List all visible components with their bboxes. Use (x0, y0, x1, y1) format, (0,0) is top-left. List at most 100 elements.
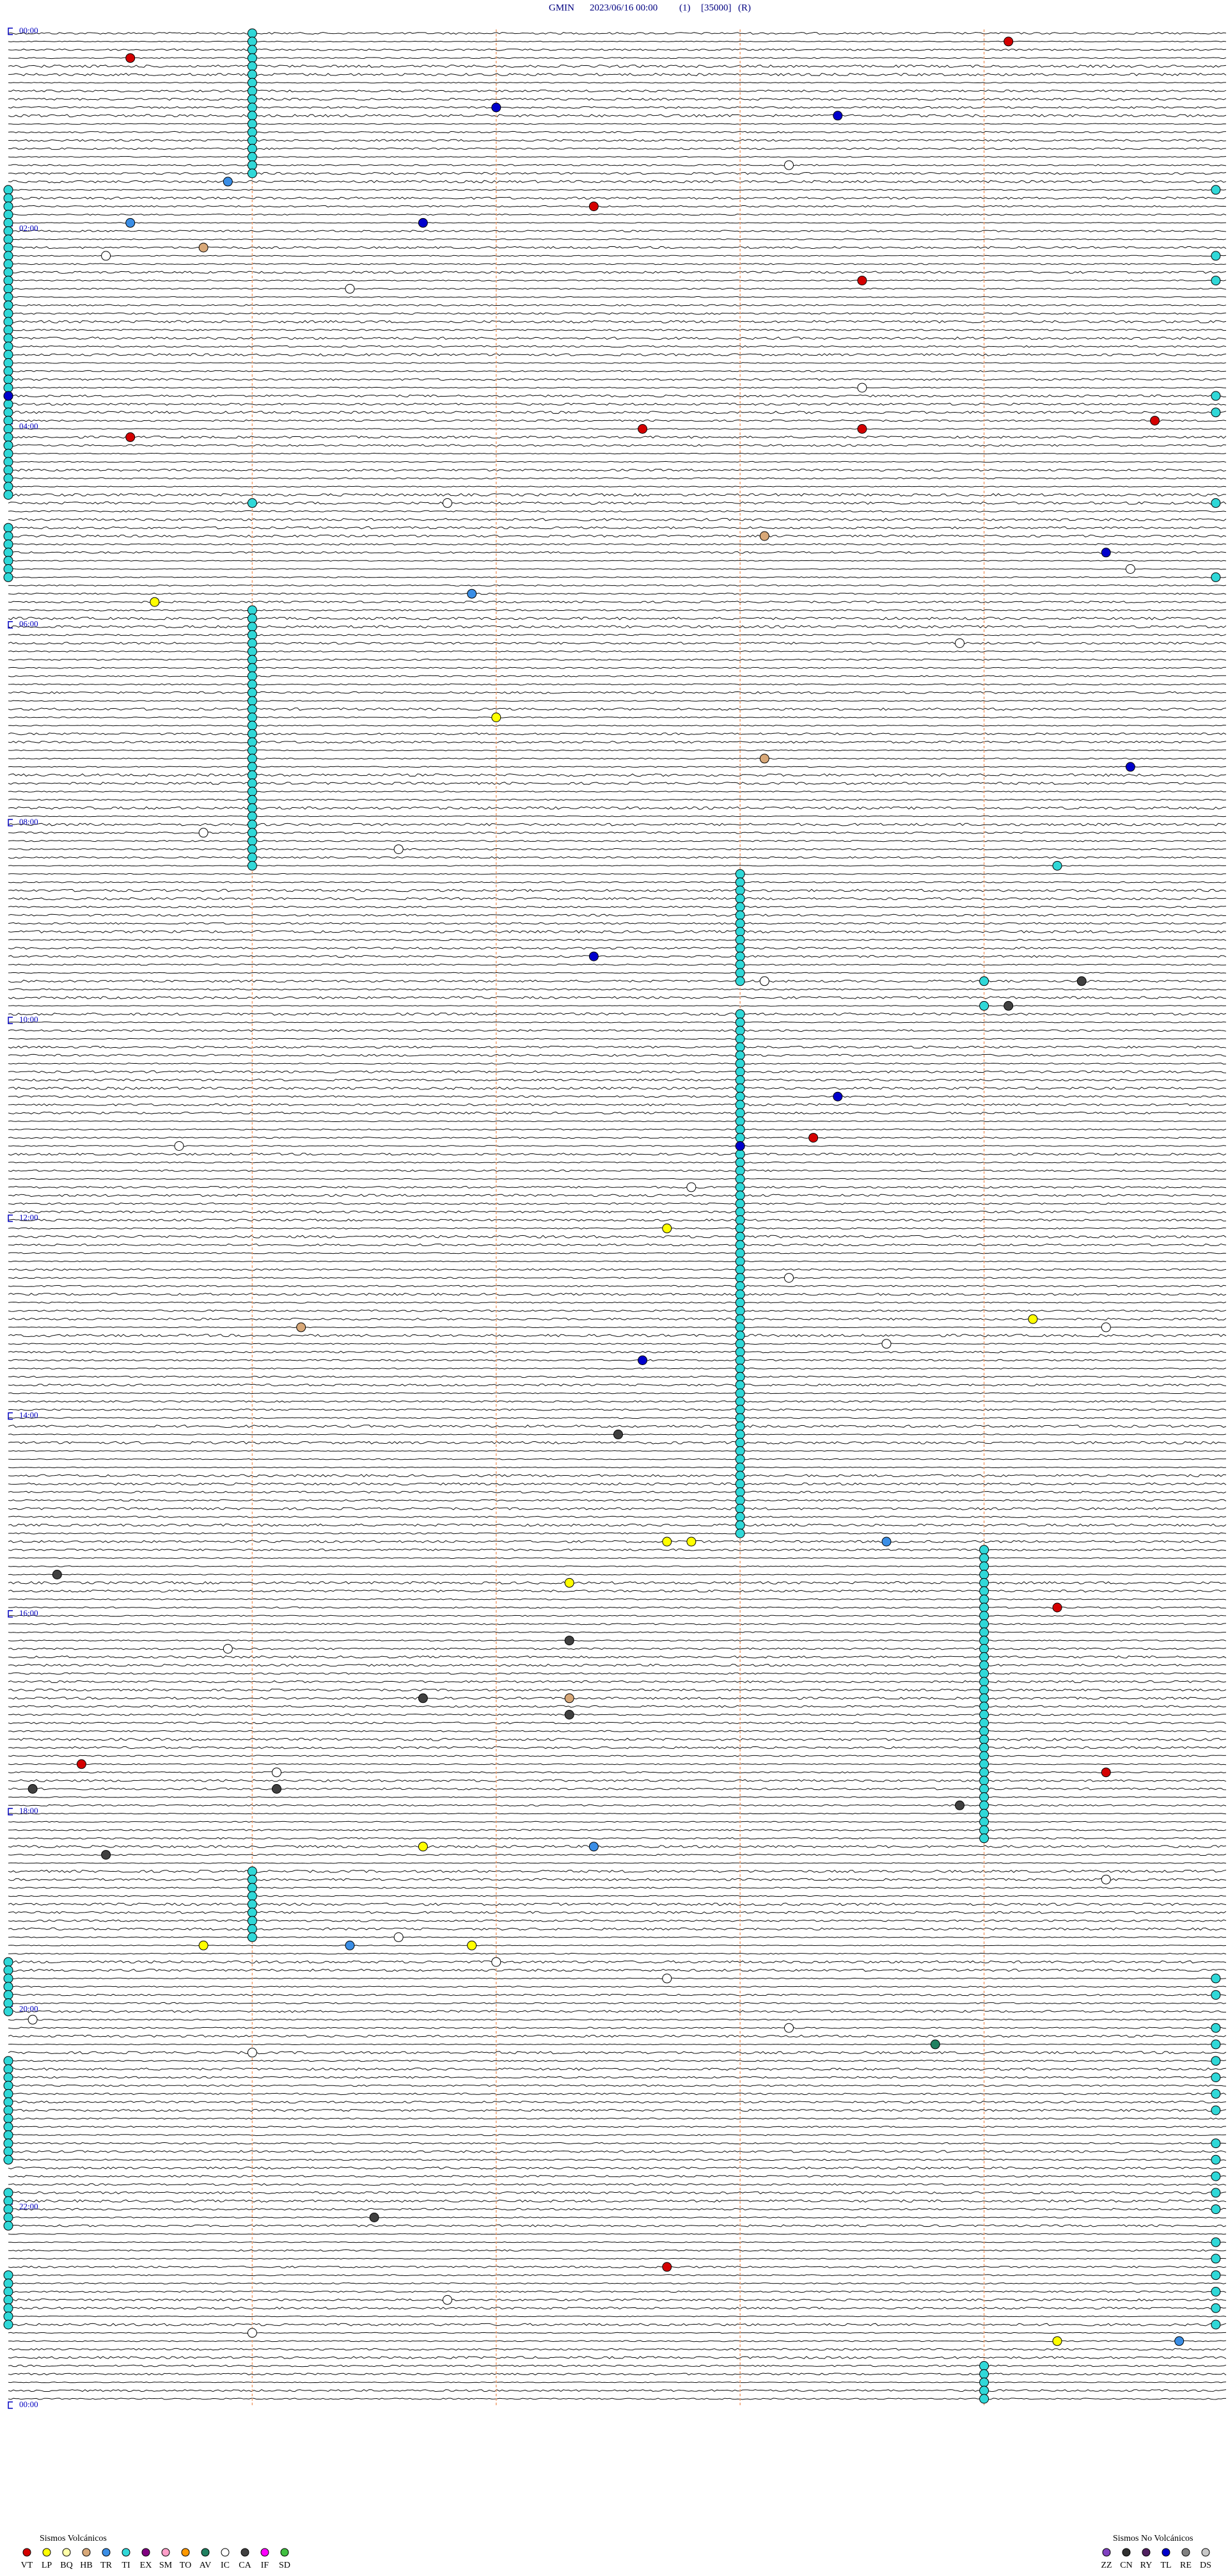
event-marker (247, 102, 257, 113)
event-marker (1211, 2138, 1221, 2149)
event-marker (979, 1677, 989, 1687)
event-marker (979, 1800, 989, 1810)
event-marker (3, 2080, 13, 2090)
event-marker (735, 1256, 745, 1267)
trace (8, 2348, 1227, 2351)
trace (8, 1161, 1227, 1164)
trace (8, 2126, 1226, 2128)
event-marker (979, 1833, 989, 1844)
trace (8, 1400, 1227, 1403)
trace (8, 436, 1227, 439)
trace (8, 2389, 1227, 2392)
trace (8, 2224, 1227, 2227)
trace (8, 856, 1227, 859)
trace (8, 171, 1227, 175)
event-marker (3, 242, 13, 253)
event-marker (1211, 2056, 1221, 2066)
event-marker (3, 342, 13, 352)
event-marker (223, 1644, 233, 1654)
trace (8, 486, 1227, 487)
event-marker (3, 308, 13, 319)
event-marker (735, 1042, 745, 1052)
event-marker (735, 894, 745, 904)
event-marker (1150, 416, 1160, 426)
event-marker (759, 754, 769, 764)
event-marker (3, 1965, 13, 1975)
event-marker (247, 828, 257, 838)
event-marker (247, 737, 257, 747)
legend-code: TR (100, 2561, 113, 2570)
event-marker (735, 1190, 745, 1201)
event-marker (272, 1784, 281, 1794)
trace (8, 1417, 1226, 1419)
trace (8, 1721, 1227, 1725)
event-marker (735, 1314, 745, 1324)
legend-marker (122, 2548, 130, 2557)
trace (8, 1392, 1227, 1395)
event-marker (735, 1133, 745, 1143)
event-marker (979, 1619, 989, 1629)
event-marker (613, 1429, 623, 1439)
time-bracket (8, 2401, 13, 2409)
trace (8, 2150, 1227, 2153)
trace (8, 1153, 1227, 1156)
event-marker (125, 53, 136, 63)
event-marker (247, 2048, 257, 2058)
event-marker (1076, 976, 1087, 986)
trace (8, 1425, 1227, 1428)
event-marker (3, 556, 13, 566)
trace (8, 691, 1227, 694)
event-marker (1211, 2270, 1221, 2280)
event-marker (3, 210, 13, 219)
event-marker (296, 1322, 306, 1332)
event-marker (979, 1594, 989, 1604)
event-marker (247, 127, 257, 138)
event-marker (3, 399, 13, 409)
trace (8, 1482, 1227, 1486)
event-marker (1211, 391, 1221, 401)
event-marker (1211, 572, 1221, 582)
event-marker (735, 1289, 745, 1299)
trace (8, 1548, 1227, 1551)
event-marker (3, 2006, 13, 2016)
event-marker (759, 531, 769, 541)
event-marker (467, 589, 477, 599)
trace (8, 1458, 1227, 1460)
trace (8, 2191, 1227, 2195)
trace (8, 1219, 1227, 1222)
event-marker (247, 720, 257, 731)
trace (8, 114, 1227, 118)
event-marker (735, 1182, 745, 1192)
event-marker (735, 1265, 745, 1275)
legend-code: ZZ (1101, 2561, 1112, 2570)
event-marker (1211, 1990, 1221, 2000)
event-marker (247, 94, 257, 104)
event-marker (1125, 564, 1135, 574)
trace (8, 1515, 1227, 1519)
event-marker (735, 1108, 745, 1118)
event-marker (857, 424, 867, 434)
trace (8, 1441, 1227, 1444)
event-marker (979, 1668, 989, 1679)
event-marker (247, 786, 257, 796)
trace (8, 642, 1227, 645)
event-marker (247, 136, 257, 145)
trace (8, 1804, 1227, 1806)
trace (8, 1845, 1227, 1849)
trace (8, 963, 1227, 966)
event-marker (955, 638, 964, 648)
trace (8, 749, 1227, 752)
event-marker (1125, 762, 1135, 772)
legend-code: IC (221, 2561, 230, 2570)
event-marker (979, 1742, 989, 1753)
legend-marker (141, 2548, 150, 2557)
trace (8, 1103, 1227, 1107)
event-marker (52, 1570, 62, 1579)
event-marker (979, 1570, 989, 1579)
event-marker (247, 713, 257, 722)
event-marker (735, 1437, 745, 1448)
event-marker (1004, 1000, 1014, 1011)
time-bracket (8, 1016, 13, 1024)
event-marker (3, 1982, 13, 1992)
trace (8, 1598, 1227, 1600)
